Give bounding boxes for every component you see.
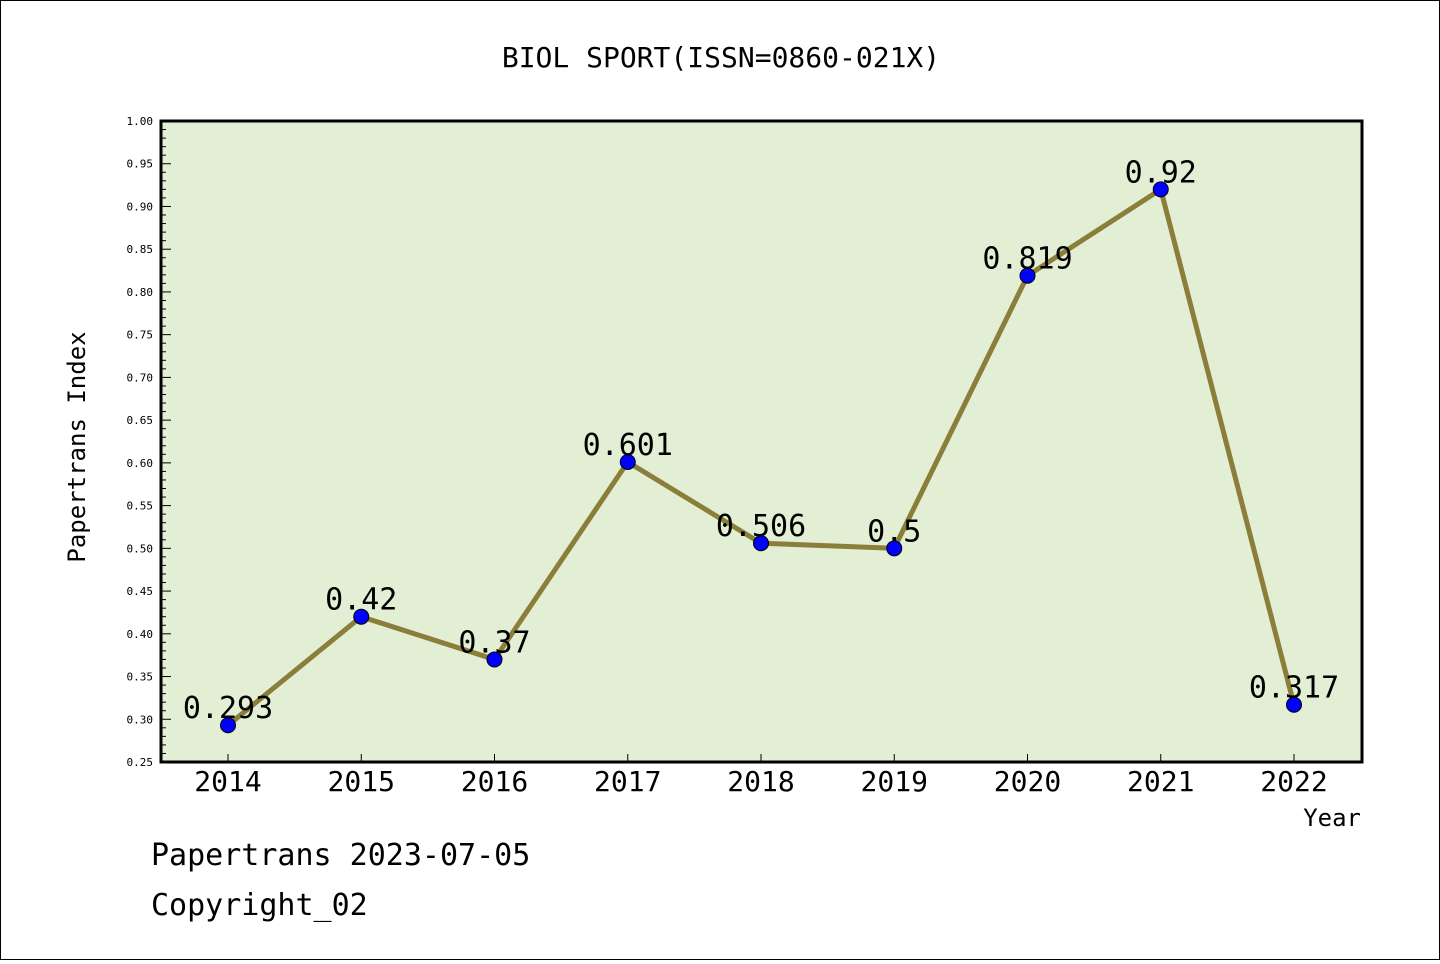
data-label: 0.5: [867, 514, 921, 549]
y-tick-label: 0.35: [127, 671, 154, 684]
series-papertrans-index: [220, 181, 1302, 734]
data-label: 0.42: [325, 583, 397, 618]
x-tick-label: 2019: [861, 765, 928, 798]
x-tick-label: 2015: [328, 765, 395, 798]
y-tick-label: 0.80: [127, 286, 154, 299]
y-tick-label: 0.55: [127, 500, 154, 513]
data-label: 0.506: [716, 509, 806, 544]
data-labels: 0.293 0.42 0.37 0.601 0.506 0.5 0.819 0.92 0.317: [183, 155, 1339, 726]
data-point: [486, 651, 503, 668]
y-tick-label: 0.70: [127, 371, 154, 384]
y-tick-label: 0.95: [127, 158, 154, 171]
data-point: [220, 717, 236, 734]
y-tick-label: 0.60: [127, 457, 154, 470]
x-tick-label: 2020: [994, 765, 1061, 798]
footer-copyright: Copyright_02: [151, 888, 368, 923]
y-tick-label: 0.90: [127, 200, 154, 213]
data-point: [886, 540, 903, 557]
x-tick-label: 2021: [1127, 765, 1194, 798]
y-tick-label: 0.65: [127, 414, 154, 427]
y-tick-label: 0.45: [127, 585, 154, 598]
data-point: [353, 608, 370, 625]
y-tick-label: 0.75: [127, 329, 154, 342]
y-axis-ticks: 0.25 0.30 0.35 0.40 0.45 0.50 0.55 0.60 0.65 0.70…: [127, 115, 171, 769]
data-label: 0.37: [458, 625, 530, 660]
data-label: 0.601: [583, 428, 673, 463]
x-tick-label: 2017: [594, 765, 661, 798]
data-label: 0.293: [183, 691, 273, 726]
y-tick-label: 1.00: [127, 115, 154, 128]
y-tick-label: 0.40: [127, 628, 154, 641]
x-axis-ticks: 2014 2015 2016 2017 2018 2019 2020 2021 2022: [194, 754, 1328, 798]
x-tick-label: 2022: [1260, 765, 1327, 798]
chart-title: BIOL SPORT(ISSN=0860-021X): [502, 41, 940, 74]
data-point: [1019, 267, 1036, 284]
data-point: [1286, 696, 1302, 713]
data-point: [1152, 181, 1169, 198]
data-point: [753, 535, 769, 552]
data-point: [619, 454, 636, 471]
data-label: 0.92: [1125, 155, 1197, 190]
data-label: 0.819: [982, 242, 1072, 277]
y-tick-label: 0.50: [127, 542, 154, 555]
plot-area: [159, 119, 1364, 764]
x-tick-label: 2016: [461, 765, 528, 798]
y-axis-label: Papertrans Index: [63, 331, 91, 562]
x-tick-label: 2014: [194, 765, 261, 798]
y-tick-label: 0.85: [127, 243, 154, 256]
data-label: 0.317: [1249, 671, 1339, 706]
x-tick-label: 2018: [727, 765, 794, 798]
x-axis-label: Year: [1303, 804, 1361, 832]
y-tick-label: 0.30: [127, 713, 154, 726]
footer-date: Papertrans 2023-07-05: [151, 838, 530, 873]
y-tick-label: 0.25: [127, 756, 154, 769]
